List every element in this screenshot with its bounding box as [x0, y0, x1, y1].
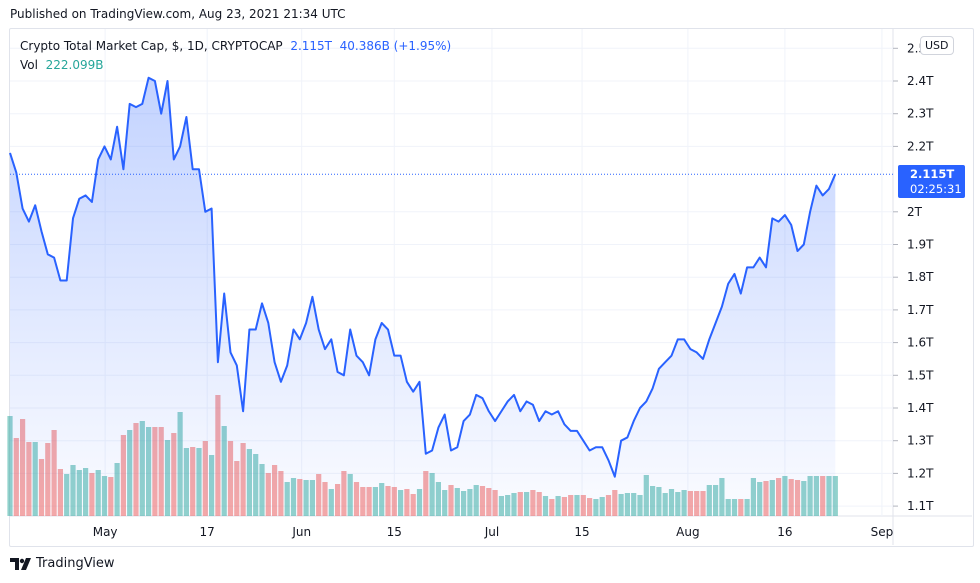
brand-name: TradingView [36, 556, 115, 571]
bar-countdown: 02:25:31 [910, 182, 962, 196]
tradingview-logo[interactable]: TradingView [10, 556, 115, 571]
y-tick-label: 1.6T [907, 336, 934, 350]
x-tick-label: Aug [676, 525, 699, 539]
current-price-label: 2.115T 02:25:31 [898, 165, 965, 198]
x-tick-label: May [93, 525, 118, 539]
y-tick-label: 1.1T [907, 499, 934, 513]
y-tick-label: 1.3T [907, 434, 934, 448]
volume-label: Vol [20, 58, 38, 72]
y-tick-label: 1.7T [907, 303, 934, 317]
x-tick-label: Jul [484, 525, 499, 539]
chart-frame[interactable] [9, 28, 974, 547]
last-value: 2.115T [290, 39, 332, 53]
volume-bar [832, 476, 838, 516]
price-label: 2.115T [910, 167, 955, 181]
chart-legend: Crypto Total Market Cap, $, 1D, CRYPTOCA… [20, 37, 451, 75]
x-tick-label: 15 [387, 525, 402, 539]
x-tick-label: Jun [291, 525, 311, 539]
published-caption: Published on TradingView.com, Aug 23, 20… [10, 7, 346, 21]
currency-button[interactable]: USD [920, 36, 954, 55]
volume-value: 222.099B [45, 58, 104, 72]
change-value: 40.386B (+1.95%) [339, 39, 452, 53]
y-tick-label: 2.2T [907, 139, 934, 153]
y-tick-label: 1.9T [907, 238, 934, 252]
tradingview-logo-icon [10, 557, 31, 570]
price-area-fill [10, 77, 836, 516]
y-tick-label: 2.3T [907, 107, 934, 121]
x-tick-label: 15 [574, 525, 589, 539]
x-tick-label: 17 [200, 525, 215, 539]
y-tick-label: 2T [907, 205, 923, 219]
y-tick-label: 1.4T [907, 401, 934, 415]
x-tick-label: 16 [777, 525, 792, 539]
y-tick-label: 2.4T [907, 74, 934, 88]
symbol-title: Crypto Total Market Cap, $, 1D, CRYPTOCA… [20, 39, 283, 53]
y-tick-label: 1.2T [907, 466, 934, 480]
y-tick-label: 1.8T [907, 270, 934, 284]
price-line [9, 76, 837, 478]
y-tick-label: 1.5T [907, 368, 934, 382]
x-tick-label: Sep [871, 525, 894, 539]
